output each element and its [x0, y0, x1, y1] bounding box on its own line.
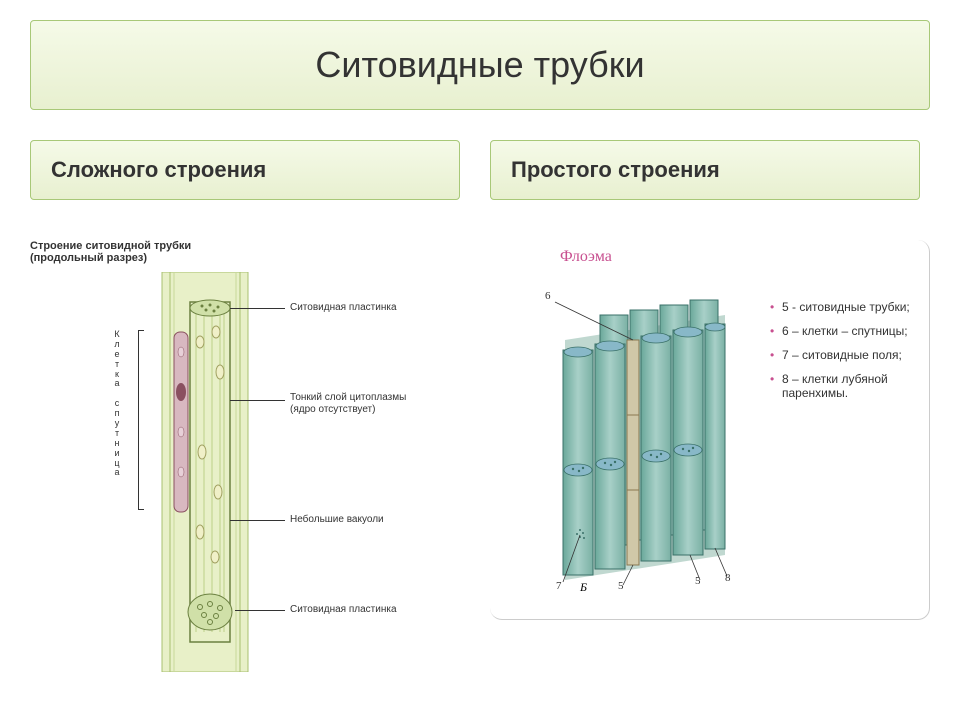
- legend-item-5: 5 - ситовидные трубки;: [770, 300, 925, 314]
- num-5b: 5: [695, 575, 701, 587]
- subtitle-right: Простого строения: [511, 157, 720, 183]
- num-7: 7: [556, 580, 562, 592]
- num-8: 8: [725, 572, 731, 584]
- subtitle-left-banner: Сложного строения: [30, 140, 460, 200]
- title-banner: Ситовидные трубки: [30, 20, 930, 110]
- subtitle-left: Сложного строения: [51, 157, 266, 183]
- page-title: Ситовидные трубки: [315, 44, 644, 86]
- legend-item-7: 7 – ситовидные поля;: [770, 348, 925, 362]
- b-label: Б: [580, 580, 587, 595]
- phloem-heading-text: Флоэма: [560, 248, 612, 265]
- subtitle-right-banner: Простого строения: [490, 140, 920, 200]
- num-6: 6: [545, 290, 551, 302]
- right-diagram-title: Флоэма: [560, 248, 612, 266]
- label-plate-top: Ситовидная пластинка: [290, 302, 397, 314]
- phloem-svg: [545, 280, 745, 590]
- leader-plate-top: [230, 308, 285, 309]
- right-diagram: Флоэма: [490, 240, 930, 620]
- label-vacuoles: Небольшие вакуоли: [290, 514, 384, 526]
- leader-cytoplasm: [230, 400, 285, 401]
- left-diagram: Строение ситовидной трубки (продольный р…: [30, 240, 460, 680]
- label-cytoplasm: Тонкий слой цитоплазмы (ядро отсутствует…: [290, 392, 406, 416]
- leader-plate-bottom: [235, 610, 285, 611]
- sieve-tube-svg: [160, 272, 250, 672]
- leader-vacuoles: [230, 520, 285, 521]
- legend-item-8: 8 – клетки лубяной паренхимы.: [770, 372, 925, 400]
- companion-vertical-label: Клеткаспутница: [110, 330, 124, 478]
- phloem-legend: 5 - ситовидные трубки; 6 – клетки – спут…: [770, 300, 925, 410]
- label-plate-bottom: Ситовидная пластинка: [290, 604, 397, 616]
- num-5: 5: [618, 580, 624, 592]
- legend-item-6: 6 – клетки – спутницы;: [770, 324, 925, 338]
- companion-bracket: [138, 330, 144, 510]
- left-diagram-title: Строение ситовидной трубки (продольный р…: [30, 240, 191, 264]
